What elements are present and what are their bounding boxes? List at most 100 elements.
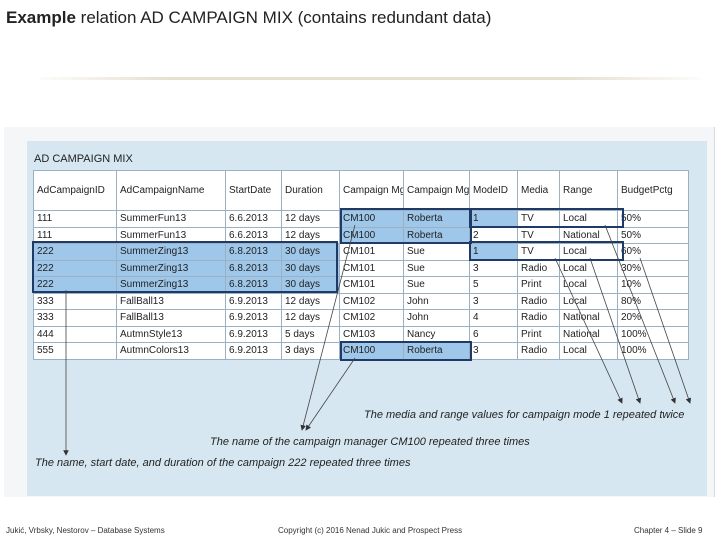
table-cell: SummerZing13 — [116, 276, 226, 294]
table-cell: 12 days — [281, 210, 340, 228]
table-cell: 4 — [469, 309, 518, 327]
slide-title-rest: relation AD CAMPAIGN MIX (contains redun… — [75, 8, 492, 27]
table-cell: Radio — [517, 309, 560, 327]
table-cell: CM102 — [339, 309, 404, 327]
table-cell: AutmnColors13 — [116, 342, 226, 360]
table-row: 333 FallBall13 6.9.2013 12 days CM102 John 3 Ra… — [33, 292, 689, 310]
table-cell: 333 — [33, 292, 117, 310]
table-cell: Local — [559, 210, 618, 228]
table-cell: 30 days — [281, 276, 340, 294]
table-cell: John — [403, 292, 470, 310]
table-cell: Local — [559, 292, 618, 310]
table-cell: AutmnStyle13 — [116, 325, 226, 343]
footer-authors: Jukić, Vrbsky, Nestorov – Database Syste… — [6, 526, 165, 535]
table-cell: National — [559, 325, 618, 343]
table-cell: CM100 — [339, 210, 404, 228]
table-cell: 444 — [33, 325, 117, 343]
table-cell: 50% — [617, 210, 689, 228]
table-cell: 3 days — [281, 342, 340, 360]
note-campaign: The name, start date, and duration of th… — [35, 457, 411, 469]
table-cell: SummerZing13 — [116, 259, 226, 277]
table-cell: 60% — [617, 243, 689, 261]
column-header: BudgetPctg — [617, 170, 689, 211]
table-cell: Local — [559, 342, 618, 360]
table-cell: CM101 — [339, 259, 404, 277]
table-cell: SummerFun13 — [116, 226, 226, 244]
table-cell: 6.6.2013 — [225, 210, 282, 228]
table-cell: 111 — [33, 210, 117, 228]
table-cell: CM101 — [339, 243, 404, 261]
table-title: AD CAMPAIGN MIX — [34, 153, 133, 165]
table-row: 222 SummerZing13 6.8.2013 30 days CM101 Sue 3 R… — [33, 259, 689, 277]
table-cell: 2 — [469, 226, 518, 244]
table-cell: 50% — [617, 226, 689, 244]
table-cell: 12 days — [281, 309, 340, 327]
table-cell: 222 — [33, 276, 117, 294]
footer-copyright: Copyright (c) 2016 Nenad Jukic and Prosp… — [278, 526, 463, 535]
table-cell: Roberta — [403, 342, 470, 360]
table-cell: 555 — [33, 342, 117, 360]
column-header: Campaign MgrName — [403, 170, 470, 211]
table-cell: 6.9.2013 — [225, 309, 282, 327]
table-cell: CM101 — [339, 276, 404, 294]
title-divider — [40, 77, 700, 80]
table-cell: SummerZing13 — [116, 243, 226, 261]
table-row: 333 FallBall13 6.9.2013 12 days CM102 John 4 Ra… — [33, 309, 689, 327]
table-cell: 30% — [617, 259, 689, 277]
ad-campaign-mix-table: AdCampaignID AdCampaignName StartDate Durat… — [33, 170, 689, 360]
table-cell: Local — [559, 259, 618, 277]
column-header: Range — [559, 170, 618, 211]
table-header-row: AdCampaignID AdCampaignName StartDate Durat… — [33, 170, 689, 211]
table-row: 222 SummerZing13 6.8.2013 30 days CM101 Sue 5 P… — [33, 276, 689, 294]
table-cell: National — [559, 226, 618, 244]
table-cell: 100% — [617, 342, 689, 360]
table-cell: FallBall13 — [116, 309, 226, 327]
table-cell: 100% — [617, 325, 689, 343]
table-cell: 20% — [617, 309, 689, 327]
table-cell: CM100 — [339, 342, 404, 360]
table-cell: Sue — [403, 243, 470, 261]
table-row: 444 AutmnStyle13 6.9.2013 5 days CM103 Nancy 6… — [33, 325, 689, 343]
table-cell: John — [403, 309, 470, 327]
table-row: 111 SummerFun13 6.6.2013 12 days CM100 Robert… — [33, 210, 689, 228]
column-header: AdCampaignName — [116, 170, 226, 211]
table-cell: SummerFun13 — [116, 210, 226, 228]
table-cell: 333 — [33, 309, 117, 327]
table-row: 222 SummerZing13 6.8.2013 30 days CM101 Sue 1 T… — [33, 243, 689, 261]
table-row: 111 SummerFun13 6.6.2013 12 days CM100 Robert… — [33, 226, 689, 244]
table-cell: CM102 — [339, 292, 404, 310]
column-header: Media — [517, 170, 560, 211]
table-cell: 30 days — [281, 259, 340, 277]
table-cell: 10% — [617, 276, 689, 294]
table-cell: Roberta — [403, 226, 470, 244]
table-cell: 3 — [469, 292, 518, 310]
table-cell: 6.8.2013 — [225, 259, 282, 277]
table-cell: 3 — [469, 342, 518, 360]
table-cell: Radio — [517, 342, 560, 360]
table-cell: Roberta — [403, 210, 470, 228]
table-cell: TV — [517, 226, 560, 244]
table-cell: 12 days — [281, 226, 340, 244]
table-cell: Radio — [517, 292, 560, 310]
table-cell: 3 — [469, 259, 518, 277]
table-cell: Print — [517, 276, 560, 294]
table-cell: Sue — [403, 276, 470, 294]
footer-slide-number: Chapter 4 – Slide 9 — [634, 526, 703, 535]
table-cell: 6.9.2013 — [225, 292, 282, 310]
note-manager: The name of the campaign manager CM100 r… — [210, 436, 530, 448]
table-cell: 222 — [33, 243, 117, 261]
table-cell: FallBall13 — [116, 292, 226, 310]
table-cell: Local — [559, 243, 618, 261]
table-cell: Sue — [403, 259, 470, 277]
table-body: 111 SummerFun13 6.6.2013 12 days CM100 Robert… — [33, 210, 689, 360]
column-header: ModeID — [469, 170, 518, 211]
table-cell: Radio — [517, 259, 560, 277]
table-cell: CM103 — [339, 325, 404, 343]
table-cell: 1 — [469, 210, 518, 228]
column-header: Duration — [281, 170, 340, 211]
column-header: AdCampaignID — [33, 170, 117, 211]
column-header: StartDate — [225, 170, 282, 211]
table-cell: Local — [559, 276, 618, 294]
table-cell: 6.6.2013 — [225, 226, 282, 244]
table-cell: 6 — [469, 325, 518, 343]
